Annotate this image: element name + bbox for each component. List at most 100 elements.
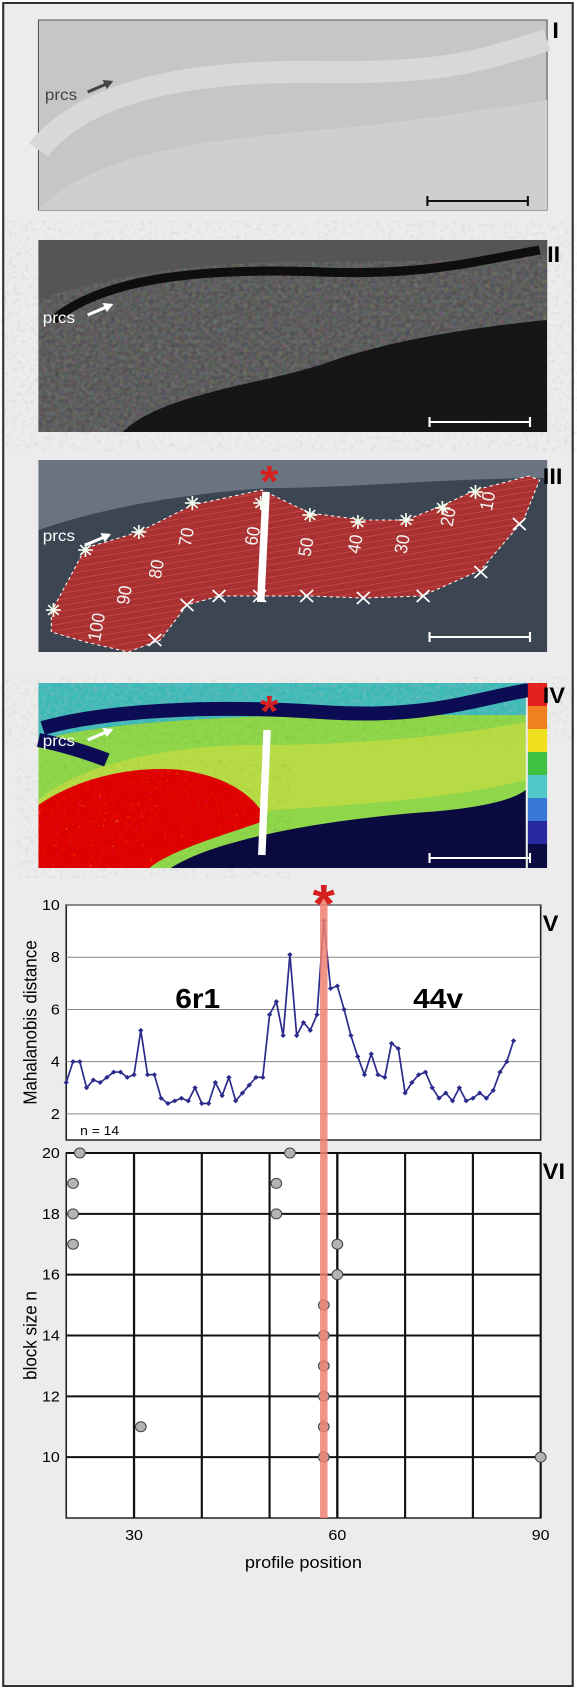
marker-asterisk: * [313, 873, 336, 934]
marker-asterisk: * [260, 456, 279, 505]
data-point [300, 1020, 307, 1025]
data-point [388, 1040, 395, 1046]
data-point [270, 1177, 283, 1189]
arrow-head [102, 303, 114, 312]
panel-numeral: V [543, 911, 560, 936]
data-point [97, 1080, 103, 1086]
y-tick-label: 8 [51, 950, 60, 966]
arrow-head [100, 533, 112, 542]
profile-number: 50 [294, 536, 318, 558]
y-tick-label: 4 [51, 1054, 60, 1070]
data-point [158, 1095, 164, 1101]
boundary-marker [47, 604, 60, 616]
profile-number: 90 [112, 584, 136, 606]
profile-number: 10 [476, 490, 500, 512]
x-tick-label: 60 [328, 1527, 346, 1543]
data-point [185, 1098, 191, 1104]
profile-number: 80 [144, 558, 168, 580]
x-axis-title: profile position [245, 1553, 362, 1572]
colorbar-step [527, 752, 548, 775]
data-point [226, 1074, 232, 1080]
data-point [205, 1100, 212, 1106]
data-point [314, 1012, 320, 1018]
dark-curve [50, 245, 541, 324]
colorbar-step [527, 775, 548, 798]
data-point [443, 1090, 449, 1096]
region-label: prcs [45, 86, 77, 104]
profile-number: 60 [241, 525, 265, 547]
tissue-region [38, 100, 548, 210]
panel-i: prcs I [28, 18, 559, 211]
data-point [77, 1059, 83, 1065]
boundary-marker [299, 589, 314, 603]
data-point [63, 1080, 69, 1086]
boundary-marker [254, 497, 267, 509]
panel-numeral: III [543, 464, 563, 489]
boundary-marker [352, 516, 364, 528]
data-point [73, 1147, 86, 1159]
data-point [348, 1033, 354, 1039]
data-point [144, 1072, 151, 1078]
panel-numeral: II [547, 242, 560, 267]
data-point [104, 1074, 110, 1080]
data-point [192, 1085, 198, 1091]
data-point [266, 1012, 273, 1018]
y-axis-title: Mahalanobis distance [20, 940, 41, 1104]
boundary-marker [179, 598, 195, 612]
tissue-region [38, 460, 548, 530]
x-tick-label: 90 [532, 1527, 550, 1543]
boundary-marker [473, 565, 488, 579]
data-point [280, 1033, 286, 1039]
data-point [477, 1090, 483, 1096]
arrow-head [102, 80, 114, 89]
profile-number: 30 [390, 533, 414, 555]
y-tick-label: 2 [51, 1106, 60, 1122]
boundary-marker [147, 633, 162, 647]
data-point [287, 952, 293, 958]
panel-ii: prcs II [38, 240, 560, 432]
highlight-band [320, 895, 328, 1518]
panel-numeral: IV [543, 683, 566, 708]
colorbar-step [527, 821, 548, 844]
boundary-marker [469, 486, 482, 498]
data-point [327, 986, 334, 992]
tissue-region [38, 240, 548, 432]
dark-curve [36, 733, 110, 767]
profile-number: 70 [174, 526, 198, 548]
boundary-marker [252, 589, 267, 603]
data-point [90, 1077, 97, 1083]
y-tick-label: 18 [42, 1206, 60, 1222]
data-point [219, 1093, 225, 1099]
data-point [416, 1072, 422, 1078]
y-tick-label: 14 [42, 1328, 60, 1344]
boundary-marker [79, 544, 92, 556]
data-point [124, 1074, 130, 1080]
data-point [395, 1046, 402, 1052]
boundary-marker [356, 591, 371, 605]
data-point [131, 1072, 137, 1078]
data-point [253, 1074, 259, 1080]
boundary-marker [436, 502, 449, 514]
profile-line [256, 491, 270, 603]
data-point [83, 1085, 90, 1091]
boundary-marker [212, 589, 227, 603]
boundary-marker [303, 509, 316, 521]
annotation: n = 14 [80, 1123, 120, 1137]
profile-line [258, 729, 271, 856]
data-point [436, 1095, 442, 1101]
x-tick-label: 30 [125, 1527, 143, 1543]
y-tick-label: 6 [51, 1002, 60, 1018]
data-point [331, 1269, 344, 1281]
data-point [67, 1177, 79, 1189]
data-point [239, 1090, 246, 1096]
panel-numeral: I [552, 18, 559, 43]
data-point [402, 1090, 408, 1096]
region-label: prcs [43, 527, 75, 545]
boundary-marker [400, 514, 412, 526]
boundary-marker [416, 589, 431, 603]
data-point [178, 1095, 185, 1101]
data-point [331, 1238, 344, 1250]
region-label: prcs [43, 309, 75, 327]
data-point [117, 1069, 124, 1075]
